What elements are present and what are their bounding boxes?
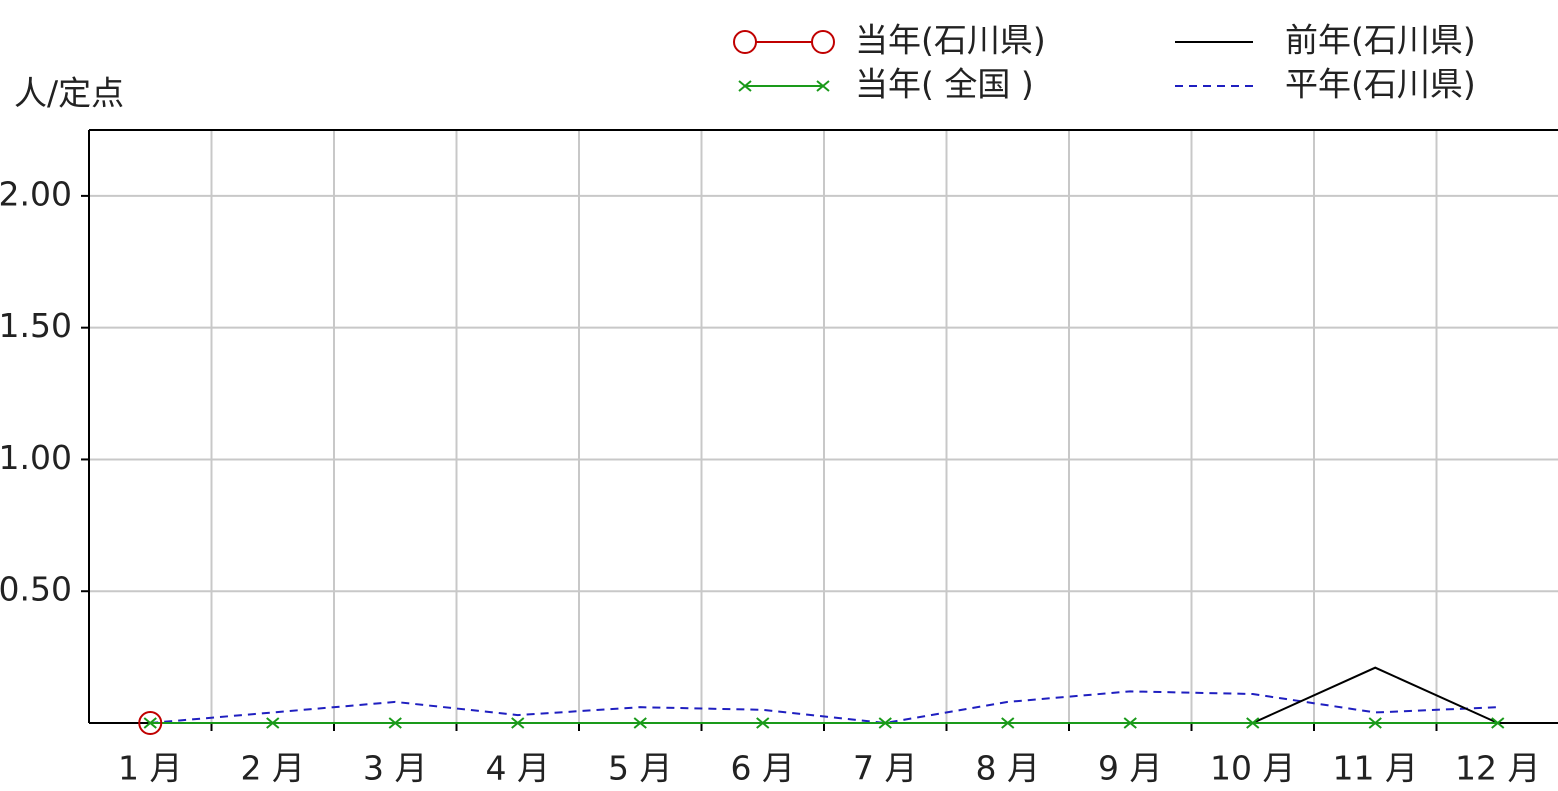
y-axis-label: 人/定点 xyxy=(14,74,124,113)
y-tick-label: 1.50 xyxy=(0,306,72,345)
legend-marker xyxy=(811,30,835,54)
series-line xyxy=(1252,666,1499,724)
y-tick-label: 2.00 xyxy=(0,174,72,213)
point xyxy=(1001,717,1015,729)
legend-label: 前年(石川県) xyxy=(1285,21,1476,60)
x-tick-label: 1 月 xyxy=(118,749,183,788)
x-tick-label: 2 月 xyxy=(241,749,306,788)
legend-label: 当年(石川県) xyxy=(855,21,1046,60)
y-tick-label: 1.00 xyxy=(0,438,72,477)
y-tick-label: 0.50 xyxy=(0,570,72,609)
point xyxy=(1246,717,1260,729)
series-line xyxy=(150,690,1498,725)
point xyxy=(138,711,163,735)
point xyxy=(878,717,892,729)
x-tick-label: 3 月 xyxy=(363,749,428,788)
point xyxy=(1123,717,1137,729)
legend-label: 平年(石川県) xyxy=(1285,65,1476,104)
x-tick-label: 8 月 xyxy=(976,749,1041,788)
x-tick-label: 9 月 xyxy=(1098,749,1163,788)
point xyxy=(511,717,525,729)
x-tick-label: 4 月 xyxy=(486,749,551,788)
x-tick-label: 11 月 xyxy=(1333,749,1418,788)
legend-label: 当年( 全国 ) xyxy=(855,65,1034,104)
x-tick-label: 12 月 xyxy=(1455,749,1540,788)
x-tick-label: 5 月 xyxy=(608,749,673,788)
point xyxy=(633,717,647,729)
point xyxy=(1368,717,1382,729)
point xyxy=(388,717,402,729)
x-tick-label: 7 月 xyxy=(853,749,918,788)
x-tick-label: 10 月 xyxy=(1210,749,1295,788)
legend-marker xyxy=(733,30,757,54)
point xyxy=(756,717,770,729)
point xyxy=(1491,717,1505,729)
x-tick-label: 6 月 xyxy=(731,749,796,788)
point xyxy=(266,717,280,729)
legend-marker xyxy=(738,80,752,92)
legend-marker xyxy=(816,80,830,92)
point xyxy=(143,717,157,729)
